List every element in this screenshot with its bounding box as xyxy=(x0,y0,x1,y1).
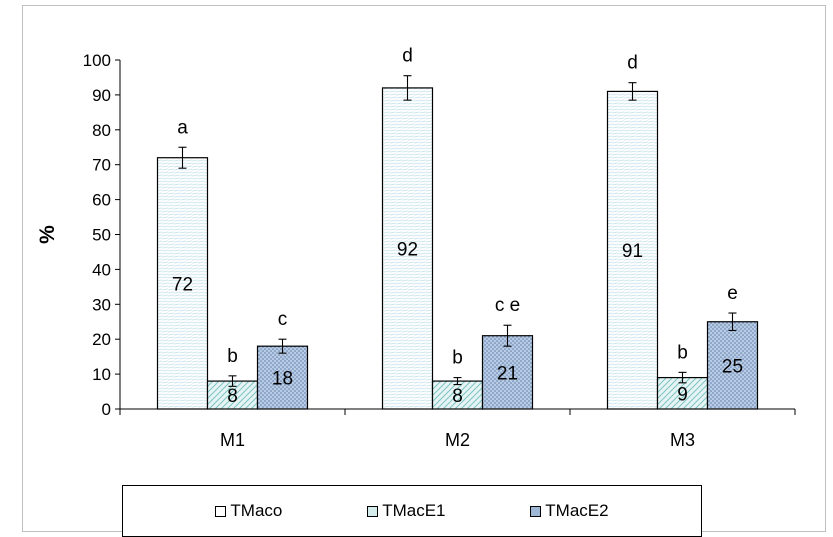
y-tick-label: 70 xyxy=(92,156,111,175)
bar-tmaco-m1 xyxy=(156,157,209,410)
legend-item-tmace1: TMacE1 xyxy=(367,501,445,521)
significance-letter: b xyxy=(677,342,688,363)
y-tick-label: 40 xyxy=(92,260,111,279)
significance-letter: c xyxy=(278,309,288,330)
legend-swatch-tmaco xyxy=(215,505,227,517)
legend-item-tmace2: TMacE2 xyxy=(530,501,609,521)
significance-letter: e xyxy=(727,283,738,304)
data-label: 9 xyxy=(677,384,688,405)
y-tick-label: 30 xyxy=(92,295,111,314)
data-label: 91 xyxy=(622,241,643,262)
x-tick-label-m2: M2 xyxy=(445,430,470,450)
significance-letter: c e xyxy=(495,295,520,316)
y-tick-label: 80 xyxy=(92,121,111,140)
y-tick-label: 50 xyxy=(92,226,111,245)
legend-swatch-tmace1 xyxy=(367,505,379,517)
data-label: 21 xyxy=(497,363,518,384)
legend: TMaco TMacE1 TMacE2 xyxy=(122,485,702,537)
bar-tmaco-m3 xyxy=(606,90,659,410)
x-tick-label-m3: M3 xyxy=(670,430,695,450)
legend-swatch-tmace2 xyxy=(530,505,542,517)
data-label: 72 xyxy=(172,274,193,295)
significance-letter: d xyxy=(627,53,638,74)
y-tick-label: 90 xyxy=(92,86,111,105)
significance-letter: d xyxy=(402,46,413,67)
data-label: 8 xyxy=(452,386,463,407)
bar-tmace2-m1 xyxy=(256,345,309,410)
data-label: 25 xyxy=(722,356,743,377)
significance-letter: a xyxy=(177,117,188,138)
y-tick-label: 10 xyxy=(92,365,111,384)
y-tick-label: 0 xyxy=(102,400,111,419)
data-label: 92 xyxy=(397,239,418,260)
y-tick-label: 100 xyxy=(83,51,111,70)
legend-item-tmaco: TMaco xyxy=(215,501,282,521)
significance-letter: b xyxy=(452,348,463,369)
significance-letter: b xyxy=(227,346,238,367)
bar-tmace1-m2 xyxy=(431,380,484,410)
legend-label-tmaco: TMaco xyxy=(230,501,283,520)
data-label: 8 xyxy=(227,386,238,407)
y-tick-label: 60 xyxy=(92,191,111,210)
y-tick-label: 20 xyxy=(92,330,111,349)
x-tick-label-m1: M1 xyxy=(220,430,245,450)
bar-tmace2-m2 xyxy=(481,335,534,410)
bar-tmaco-m2 xyxy=(381,87,434,410)
data-label: 18 xyxy=(272,369,293,390)
legend-label-tmace2: TMacE2 xyxy=(545,501,609,520)
bar-tmace2-m3 xyxy=(706,321,759,410)
y-axis-label: % xyxy=(36,225,59,244)
legend-label-tmace1: TMacE1 xyxy=(382,501,446,520)
